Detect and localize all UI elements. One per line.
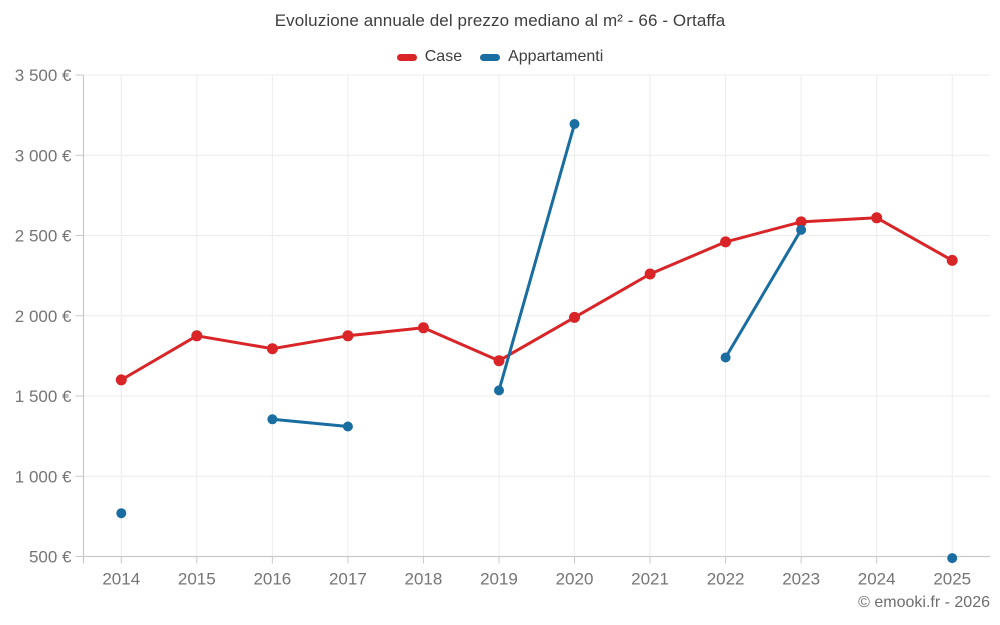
point-appartamenti-2025[interactable]	[947, 553, 958, 564]
point-case-2015[interactable]	[191, 330, 203, 342]
legend-item-case[interactable]: Case	[396, 48, 463, 66]
x-tick-label-2017: 2017	[329, 570, 367, 589]
legend-label: Appartamenti	[508, 48, 604, 65]
point-case-2019[interactable]	[493, 355, 505, 367]
line-case	[119, 216, 954, 382]
x-tick-label-2025: 2025	[933, 570, 971, 589]
x-tick-label-2018: 2018	[405, 570, 443, 589]
y-tick-label-2500: 2 500 €	[15, 227, 72, 246]
point-appartamenti-2023[interactable]	[796, 224, 807, 235]
point-case-2024[interactable]	[871, 212, 883, 224]
x-tick-label-2024: 2024	[858, 570, 896, 589]
legend-label: Case	[424, 48, 463, 65]
point-appartamenti-2020[interactable]	[569, 119, 580, 129]
y-tick-label-1500: 1 500 €	[15, 387, 72, 406]
point-case-2025[interactable]	[946, 254, 958, 266]
point-appartamenti-2019[interactable]	[494, 385, 504, 396]
x-tick-label-2019: 2019	[480, 570, 518, 589]
line-appartamenti	[497, 122, 576, 392]
line-appartamenti	[724, 228, 803, 359]
y-tick-label-2000: 2 000 €	[15, 307, 72, 326]
point-case-2021[interactable]	[644, 268, 656, 280]
x-tick-label-2021: 2021	[631, 570, 669, 589]
copyright-text: © emooki.fr - 2026	[858, 594, 990, 611]
point-case-2016[interactable]	[266, 343, 278, 355]
chart-legend: Case Appartamenti	[0, 46, 1000, 68]
x-tick-label-2022: 2022	[707, 570, 745, 589]
line-appartamenti	[270, 417, 350, 428]
point-case-2023[interactable]	[795, 216, 807, 228]
chart-title: Evoluzione annuale del prezzo mediano al…	[274, 11, 726, 30]
point-case-2020[interactable]	[569, 311, 580, 323]
point-appartamenti-2016[interactable]	[267, 414, 278, 425]
x-tick-label-2020: 2020	[556, 570, 594, 589]
legend-swatch-case	[396, 53, 417, 61]
y-tick-label-3000: 3 000 €	[15, 146, 72, 165]
y-tick-label-3500: 3 500 €	[15, 66, 72, 85]
point-case-2018[interactable]	[417, 322, 429, 334]
point-appartamenti-2017[interactable]	[342, 421, 353, 432]
point-case-2017[interactable]	[342, 330, 354, 342]
x-tick-label-2014: 2014	[102, 570, 140, 589]
legend-swatch-appartamenti	[480, 53, 501, 61]
y-tick-label-500: 500 €	[29, 548, 72, 567]
legend-item-appartamenti[interactable]: Appartamenti	[480, 48, 603, 66]
point-appartamenti-2022[interactable]	[720, 352, 731, 363]
point-case-2014[interactable]	[115, 374, 127, 386]
x-tick-label-2023: 2023	[782, 570, 820, 589]
x-tick-label-2016: 2016	[253, 570, 291, 589]
x-tick-label-2015: 2015	[178, 570, 216, 589]
point-appartamenti-2014[interactable]	[116, 508, 127, 519]
point-case-2022[interactable]	[720, 236, 732, 248]
y-tick-label-1000: 1 000 €	[15, 467, 72, 486]
